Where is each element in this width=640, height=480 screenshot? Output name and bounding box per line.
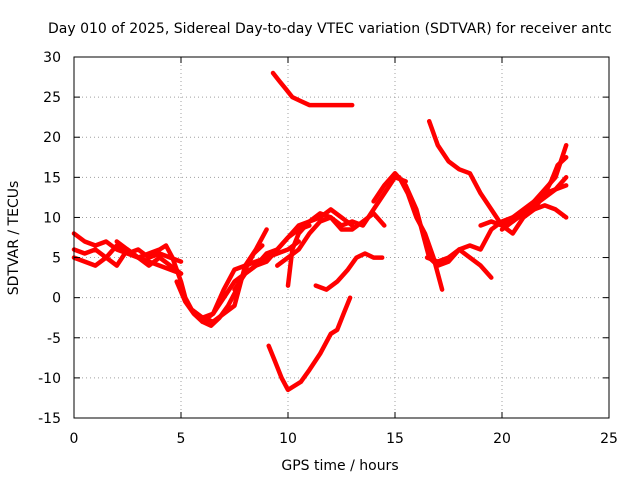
- grid-lines: [74, 57, 609, 418]
- series-line-arc9: [275, 175, 408, 268]
- y-tick-label: 10: [43, 210, 61, 226]
- y-tick-label: -5: [47, 331, 61, 347]
- series-line-arc17: [426, 118, 569, 236]
- axis-ticks: 0 5 10 15 20 25 -15 -10 -5 0 5 10 15 20 25 30: [38, 50, 618, 447]
- plot-frame: [73, 56, 610, 419]
- y-tick-label: 25: [43, 90, 61, 106]
- y-tick-label: -15: [38, 411, 61, 427]
- y-tick-label: 30: [43, 50, 61, 66]
- series-line-arc13: [266, 295, 353, 393]
- x-tick-label: 25: [600, 431, 618, 447]
- y-tick-label: 0: [52, 291, 61, 307]
- y-tick-label: 5: [52, 251, 61, 267]
- series-line-arc10: [285, 211, 387, 288]
- series-line-arc5: [174, 243, 265, 328]
- series-line-arc20: [510, 183, 569, 220]
- x-tick-label: 10: [279, 431, 297, 447]
- series-line-arc11: [313, 251, 385, 292]
- series-line-arc6: [189, 239, 301, 320]
- x-axis-label: GPS time / hours: [281, 458, 398, 474]
- x-tick-label: 20: [493, 431, 511, 447]
- x-tick-label: 15: [386, 431, 404, 447]
- series-line-arc7: [200, 223, 312, 324]
- y-axis-label: SDTVAR / TECUs: [6, 181, 22, 296]
- x-tick-label: 5: [177, 431, 186, 447]
- y-tick-label: -10: [38, 371, 61, 387]
- series-line-arc8: [232, 207, 355, 292]
- series-line-arc15: [397, 175, 445, 292]
- plot-series: [71, 70, 569, 393]
- chart-title: Day 010 of 2025, Sidereal Day-to-day VTE…: [48, 21, 612, 37]
- y-tick-label: 20: [43, 130, 61, 146]
- y-tick-label: 15: [43, 170, 61, 186]
- series-line-arc12: [270, 70, 355, 108]
- x-tick-label: 0: [70, 431, 79, 447]
